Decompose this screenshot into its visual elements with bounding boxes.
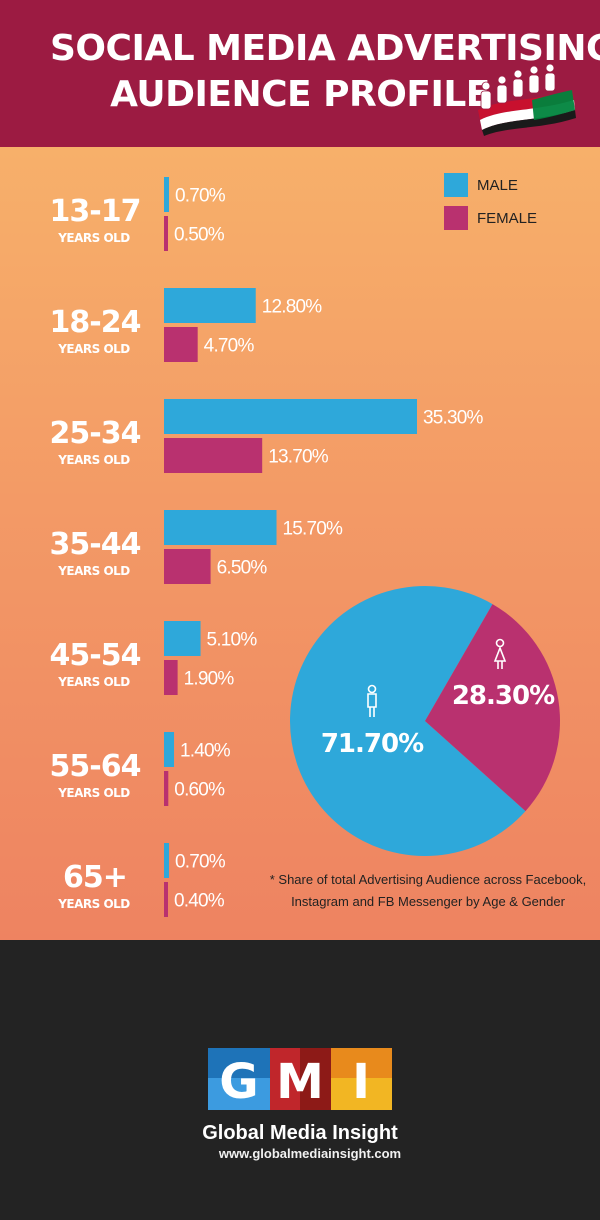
age-group-sublabel: YEARS OLD (57, 231, 130, 245)
female-value-label: 0.60% (174, 780, 225, 801)
age-group-label: 55-64 (50, 749, 141, 784)
female-value-label: 0.50% (174, 225, 225, 246)
male-value-label: 1.40% (180, 741, 231, 762)
age-group-sublabel: YEARS OLD (57, 897, 130, 911)
bar-chart: 13-17 YEARS OLD 0.70% 0.50% 18-24 YEARS OLD 12… (50, 177, 484, 917)
pie-slice-male (290, 586, 526, 857)
female-value-label: 0.40% (174, 891, 225, 912)
female-person-icon (493, 638, 507, 669)
age-group-sublabel: YEARS OLD (57, 342, 130, 356)
female-value-label: 6.50% (217, 558, 268, 579)
male-bar (164, 399, 417, 434)
legend-swatch-female (444, 206, 468, 230)
age-group-label: 65+ (63, 860, 127, 895)
title-line-1: SOCIAL MEDIA ADVERTISING (50, 28, 600, 69)
male-value-label: 0.70% (175, 186, 226, 207)
footnote-line-1: * Share of total Advertising Audience ac… (270, 872, 587, 887)
age-group-sublabel: YEARS OLD (57, 786, 130, 800)
male-person-icon (367, 684, 377, 717)
chart-legend: MALE FEMALE (444, 173, 537, 230)
page-title: SOCIAL MEDIA ADVERTISING AUDIENCE PROFIL… (50, 26, 600, 118)
male-bar (164, 177, 170, 212)
footnote-line-2: Instagram and FB Messenger by Age & Gend… (291, 894, 566, 909)
legend-label-male: MALE (477, 177, 518, 194)
logo-letter: I (352, 1054, 370, 1110)
male-value-label: 0.70% (175, 852, 226, 873)
male-value-label: 35.30% (423, 408, 484, 429)
legend-swatch-male (444, 173, 468, 197)
age-group-label: 25-34 (50, 416, 141, 451)
age-group-sublabel: YEARS OLD (57, 564, 130, 578)
pie-slice-female (425, 604, 561, 812)
gmi-logo: G M I (208, 1048, 392, 1110)
logo-letter: M (276, 1054, 324, 1110)
male-bar (164, 510, 277, 545)
male-value-label: 12.80% (262, 297, 323, 318)
age-group-label: 35-44 (50, 527, 141, 562)
female-value-label: 13.70% (268, 447, 329, 468)
pie-chart: 28.30% 71.70% (290, 586, 561, 857)
people-flag-icon (478, 63, 576, 136)
female-bar (164, 882, 168, 917)
pie-label-male: 71.70% (321, 729, 424, 759)
age-group-sublabel: YEARS OLD (57, 675, 130, 689)
legend-label-female: FEMALE (477, 210, 537, 227)
brand-name: Global Media Insight (202, 1122, 398, 1144)
title-line-2: AUDIENCE PROFILE (110, 74, 490, 115)
female-bar (164, 660, 178, 695)
age-group-sublabel: YEARS OLD (57, 453, 130, 467)
logo-letter: G (219, 1054, 258, 1110)
female-bar (164, 327, 198, 362)
male-bar (164, 621, 201, 656)
female-bar (164, 549, 211, 584)
age-group-label: 13-17 (50, 194, 141, 229)
audience-chart: MALE FEMALE 13-17 YEARS OLD 0.70% 0.50% 18-24… (50, 173, 587, 917)
pie-label-female: 28.30% (452, 681, 555, 711)
female-bar (164, 438, 263, 473)
female-value-label: 1.90% (184, 669, 235, 690)
male-value-label: 5.10% (207, 630, 258, 651)
male-value-label: 15.70% (283, 519, 344, 540)
female-bar (164, 771, 169, 806)
brand-url: www.globalmediainsight.com (218, 1146, 402, 1161)
female-value-label: 4.70% (204, 336, 255, 357)
age-group-label: 18-24 (50, 305, 141, 340)
male-bar (164, 843, 170, 878)
male-bar (164, 288, 256, 323)
male-bar (164, 732, 175, 767)
female-bar (164, 216, 168, 251)
age-group-label: 45-54 (50, 638, 141, 673)
